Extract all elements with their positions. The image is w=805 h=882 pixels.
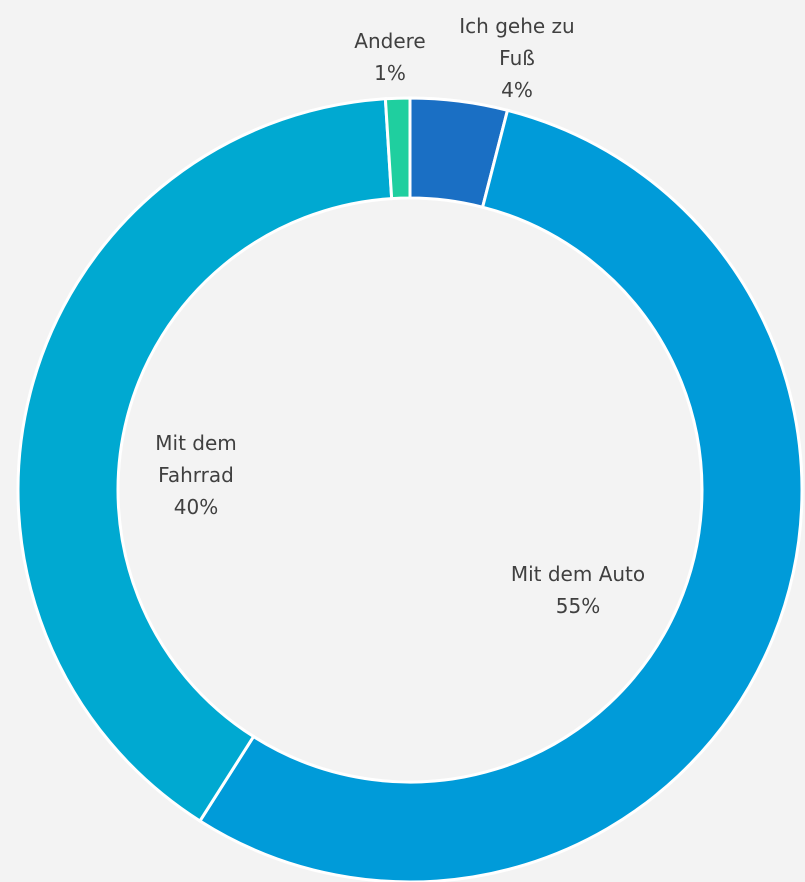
slice-label: Mit dem Fahrrad 40% bbox=[136, 427, 256, 523]
category-label: Ich gehe zu Fuß bbox=[459, 14, 575, 70]
slice-label: Mit dem Auto 55% bbox=[478, 558, 678, 622]
category-label: Mit dem Auto bbox=[510, 562, 646, 586]
value-label: 4% bbox=[501, 78, 533, 102]
value-label: 40% bbox=[173, 495, 219, 519]
value-label: 1% bbox=[374, 61, 406, 85]
donut-slice bbox=[197, 108, 804, 882]
category-label: Andere bbox=[354, 29, 426, 53]
slice-label: Andere 1% bbox=[335, 25, 445, 89]
slice-label: Ich gehe zu Fuß 4% bbox=[447, 10, 587, 106]
donut-slice bbox=[383, 96, 412, 201]
donut-slice bbox=[16, 97, 394, 824]
category-label: Mit dem Fahrrad bbox=[155, 431, 237, 487]
value-label: 55% bbox=[555, 594, 601, 618]
